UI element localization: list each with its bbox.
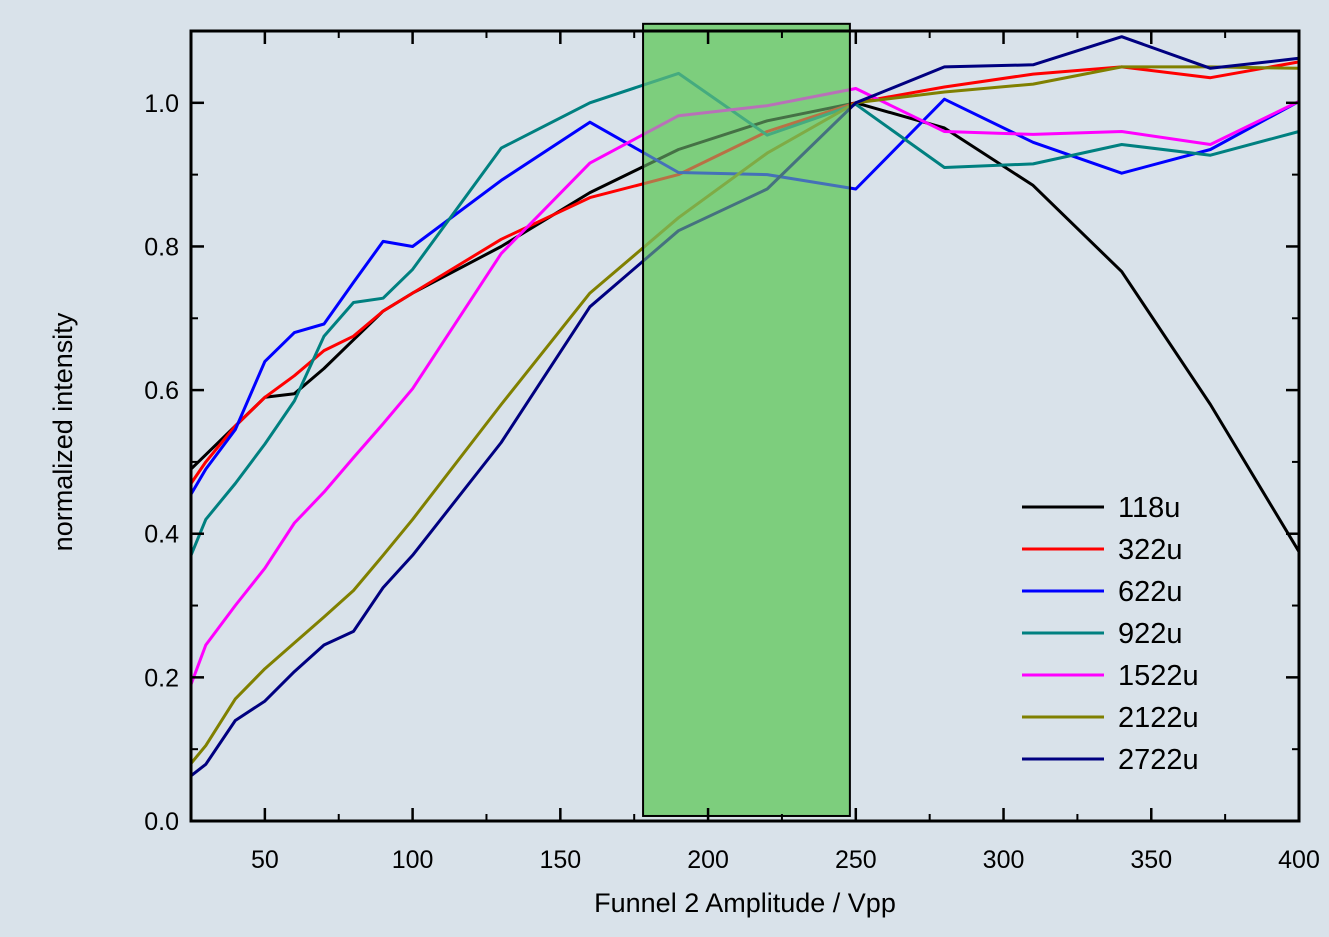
series-line-622u — [189, 97, 1300, 495]
y-tick-label: 0.8 — [144, 233, 179, 261]
legend-label-922u: 922u — [1118, 618, 1183, 650]
legend-label-118u: 118u — [1118, 492, 1180, 524]
x-tick-label: 350 — [1130, 846, 1172, 874]
series-line-922u — [189, 71, 1300, 556]
x-tick-label: 250 — [835, 846, 877, 874]
legend-label-622u: 622u — [1118, 576, 1183, 608]
legend-label-2122u: 2122u — [1118, 702, 1199, 734]
x-tick-label: 50 — [251, 846, 279, 874]
series-line-2122u — [189, 65, 1300, 765]
series-layer — [189, 35, 1301, 777]
x-tick-label: 100 — [392, 846, 434, 874]
x-tick-label: 400 — [1278, 846, 1320, 874]
y-tick-label: 1.0 — [144, 90, 179, 118]
series-line-322u — [189, 60, 1300, 485]
legend: 118u 322u 622u 922u 1522u 2122u 2722u — [1022, 492, 1199, 776]
x-axis-title: Funnel 2 Amplitude / Vpp — [594, 888, 896, 918]
x-tick-label: 150 — [539, 846, 581, 874]
highlight-overlay-layer — [642, 22, 851, 817]
series-line-1522u — [189, 87, 1300, 686]
y-tick-label: 0.2 — [144, 664, 179, 692]
y-tick-label: 0.6 — [144, 377, 179, 405]
y-tick-label: 0.4 — [144, 521, 179, 549]
legend-label-2722u: 2722u — [1118, 744, 1199, 776]
axes-layer: 50 100 150 200 250 300 350 400 0.0 0.2 0.4 0.6 0.8 1.… — [144, 29, 1320, 874]
legend-label-322u: 322u — [1118, 534, 1183, 566]
plot-frame — [189, 29, 1301, 823]
legend-label-1522u: 1522u — [1118, 660, 1199, 692]
series-line-2722u — [190, 35, 1300, 777]
x-tick-label: 300 — [983, 846, 1025, 874]
y-axis-title: normalized intensity — [48, 312, 78, 551]
y-tick-label: 0.0 — [144, 808, 179, 836]
x-tick-label: 200 — [687, 846, 729, 874]
highlight-region-overlay — [642, 22, 851, 817]
